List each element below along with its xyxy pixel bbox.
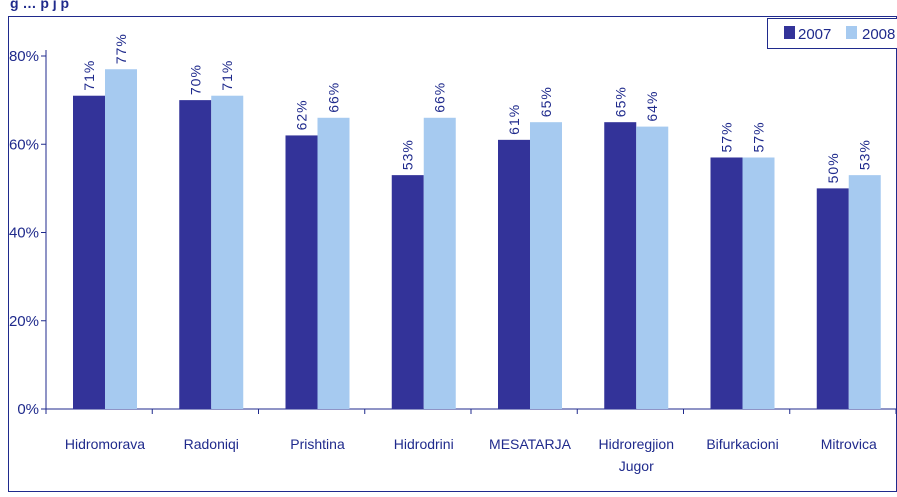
- bar-2007: [604, 122, 636, 409]
- category-label: Hidrodrini: [394, 436, 454, 452]
- data-label-2008: 66%: [326, 82, 342, 113]
- data-label-2008: 53%: [857, 139, 873, 170]
- data-label-2007: 57%: [719, 121, 735, 152]
- bar-2007: [498, 140, 530, 409]
- bar-2008: [743, 157, 775, 409]
- bar-2008: [211, 96, 243, 409]
- bar-2008: [318, 118, 350, 409]
- bar-2007: [711, 157, 743, 409]
- category-label: Mitrovica: [821, 436, 877, 452]
- cropped-title-fragment: g … p j p: [10, 0, 69, 11]
- bar-2007: [73, 96, 105, 409]
- category-label: Jugor: [619, 458, 654, 474]
- bar-2008: [849, 175, 881, 409]
- category-label: Hidroregjion: [599, 436, 674, 452]
- bar-2007: [817, 188, 849, 409]
- data-label-2008: 71%: [219, 60, 235, 91]
- legend-swatch-2008: [846, 26, 857, 39]
- category-label: MESATARJA: [489, 436, 572, 452]
- y-tick-label: 40%: [9, 225, 39, 242]
- data-label-2007: 71%: [81, 60, 97, 91]
- data-label-2008: 64%: [644, 91, 660, 122]
- data-label-2008: 57%: [751, 121, 767, 152]
- category-label: Hidromorava: [65, 436, 145, 452]
- category-label: Bifurkacioni: [706, 436, 778, 452]
- category-label: Radoniqi: [184, 436, 239, 452]
- y-tick-label: 60%: [9, 136, 39, 153]
- bar-2007: [286, 135, 318, 409]
- data-label-2008: 77%: [113, 33, 129, 64]
- bar-2008: [424, 118, 456, 409]
- data-label-2007: 61%: [506, 104, 522, 135]
- bar-2007: [179, 100, 211, 409]
- data-label-2008: 65%: [538, 86, 554, 117]
- y-tick-label: 20%: [9, 313, 39, 330]
- bar-2007: [392, 175, 424, 409]
- y-tick-label: 80%: [9, 48, 39, 65]
- bar-2008: [105, 69, 137, 409]
- data-label-2007: 53%: [400, 139, 416, 170]
- bar-2008: [530, 122, 562, 409]
- legend-label-2008: 2008: [862, 26, 895, 43]
- data-label-2007: 62%: [294, 99, 310, 130]
- data-label-2007: 70%: [187, 64, 203, 95]
- y-tick-label: 0%: [17, 401, 39, 418]
- data-label-2008: 66%: [432, 82, 448, 113]
- category-label: Prishtina: [290, 436, 345, 452]
- bar-2008: [636, 127, 668, 409]
- legend-label-2007: 2007: [798, 26, 831, 43]
- data-label-2007: 50%: [825, 152, 841, 183]
- data-label-2007: 65%: [612, 86, 628, 117]
- legend-swatch-2007: [784, 26, 795, 39]
